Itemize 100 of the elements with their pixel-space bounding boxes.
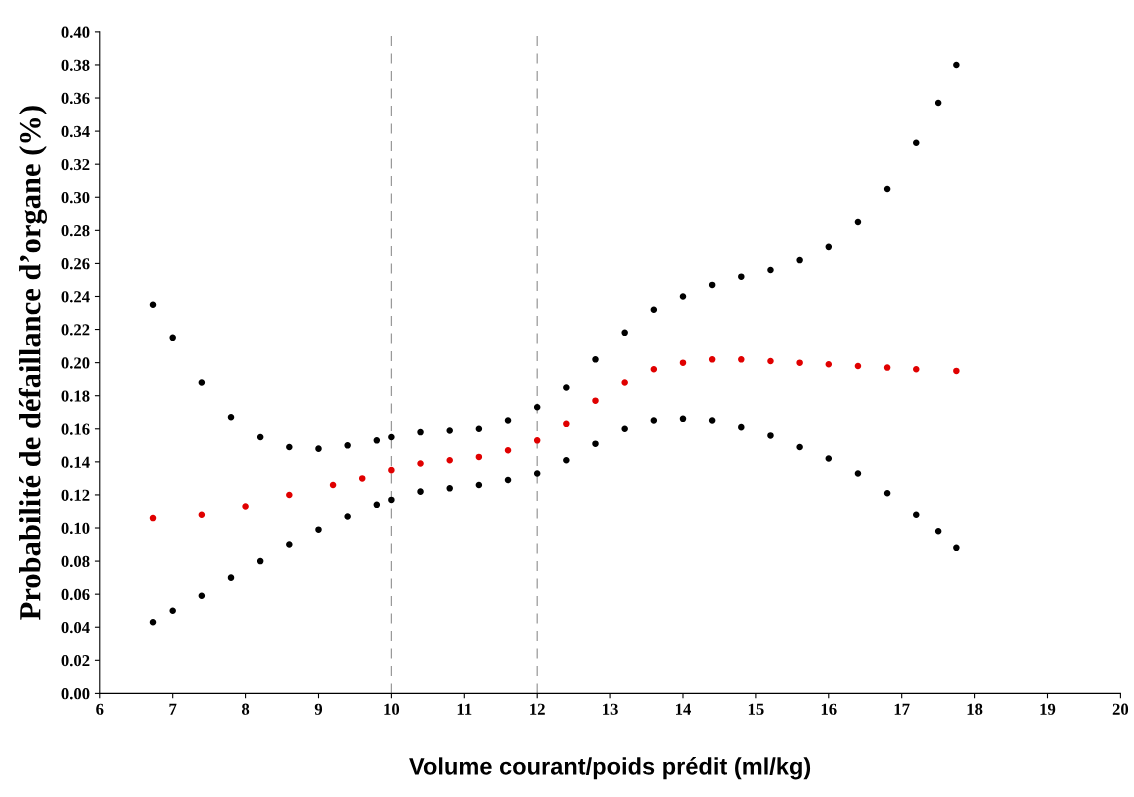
point: [417, 488, 424, 495]
y-tick-label: 0.16: [61, 423, 90, 435]
point: [533, 470, 541, 477]
point: [796, 256, 803, 264]
point: [315, 445, 322, 452]
point: [883, 364, 891, 371]
point: [708, 356, 716, 363]
point: [913, 139, 920, 146]
y-tick-label: 0.34: [61, 125, 90, 138]
point: [242, 503, 249, 510]
point: [679, 359, 687, 366]
point: [592, 397, 599, 404]
x-tick-label: 17: [894, 703, 910, 715]
point: [227, 574, 235, 581]
point: [504, 447, 512, 454]
x-tick-label: 8: [241, 703, 250, 715]
point: [621, 425, 628, 433]
point: [417, 428, 424, 436]
point: [388, 433, 395, 441]
point: [650, 365, 658, 373]
point: [504, 476, 512, 484]
point: [621, 329, 628, 337]
point: [417, 460, 424, 467]
y-tick-label: 0.06: [61, 588, 90, 601]
y-tick-label: 0.14: [61, 456, 90, 468]
point: [149, 619, 157, 626]
point: [198, 592, 206, 600]
point: [592, 356, 599, 363]
point: [913, 511, 920, 519]
point: [563, 456, 570, 464]
point: [767, 432, 774, 439]
y-tick-label: 0.04: [61, 621, 90, 634]
y-tick-label: 0.22: [61, 324, 90, 336]
point: [934, 99, 942, 107]
y-tick-label: 0.26: [61, 258, 90, 270]
point: [504, 417, 512, 424]
point: [708, 417, 716, 424]
x-tick-label: 18: [967, 703, 983, 715]
point: [198, 379, 206, 386]
point: [358, 475, 366, 482]
point: [256, 557, 264, 565]
y-axis-title: Probabilité de défaillance d’organe (%): [18, 106, 48, 620]
x-tick-label: 19: [1040, 703, 1056, 715]
point: [953, 367, 960, 375]
point: [621, 379, 628, 386]
point: [256, 433, 264, 441]
point: [913, 365, 920, 373]
x-tick-label: 10: [384, 703, 400, 715]
point: [446, 485, 453, 492]
x-axis-title: Volume courant/poids prédit (ml/kg): [409, 757, 811, 780]
point: [373, 437, 381, 444]
y-tick-label: 0.02: [61, 655, 90, 667]
point: [475, 425, 483, 433]
point: [169, 334, 176, 342]
y-tick-label: 0.28: [61, 225, 90, 237]
point: [738, 356, 745, 363]
y-tick-label: 0.10: [61, 522, 90, 535]
point: [286, 491, 293, 499]
y-tick-label: 0.20: [61, 357, 90, 369]
x-tick-label: 15: [748, 703, 764, 715]
point: [286, 541, 293, 548]
point: [825, 361, 833, 368]
point: [286, 443, 293, 451]
point: [767, 266, 774, 274]
point: [533, 404, 541, 411]
y-tick-label: 0.24: [61, 291, 90, 303]
point: [679, 293, 687, 300]
point: [344, 513, 351, 520]
point: [796, 443, 803, 451]
point: [227, 413, 235, 421]
y-tick-label: 0.36: [61, 92, 90, 105]
point: [854, 218, 862, 226]
point: [854, 362, 862, 370]
point: [738, 423, 745, 431]
point: [344, 442, 351, 449]
point: [953, 544, 960, 552]
y-tick-label: 0.32: [61, 158, 90, 171]
point: [329, 481, 337, 489]
x-tick-label: 20: [1112, 703, 1129, 715]
point: [198, 511, 206, 519]
point: [592, 440, 599, 447]
point: [650, 417, 658, 424]
point: [934, 528, 942, 535]
point: [475, 453, 483, 461]
point: [796, 359, 803, 366]
x-tick-label: 14: [675, 703, 692, 715]
point: [825, 243, 833, 251]
point: [953, 61, 960, 69]
point: [315, 526, 322, 533]
point: [883, 490, 891, 497]
y-tick-label: 0.08: [61, 555, 90, 568]
point: [563, 384, 570, 391]
point: [825, 455, 833, 462]
point: [854, 470, 862, 477]
x-tick-label: 9: [314, 703, 323, 715]
point: [650, 306, 658, 313]
point: [533, 437, 541, 444]
point: [149, 514, 157, 522]
point: [738, 273, 745, 280]
point: [446, 456, 453, 464]
